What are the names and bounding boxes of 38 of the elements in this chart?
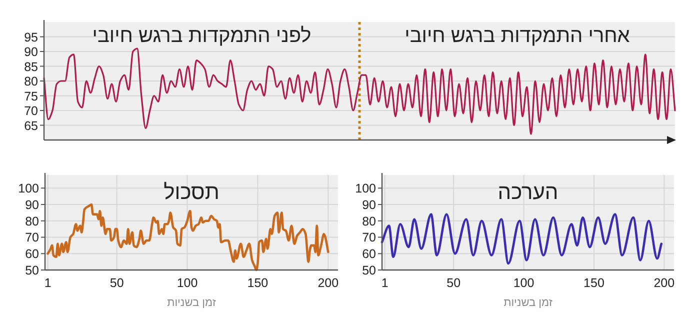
x-axis-title: זמן בשניות	[167, 297, 216, 309]
y-tick-label: 50	[25, 264, 40, 278]
y-tick-label: 70	[25, 230, 40, 245]
y-tick-label: 65	[24, 118, 38, 133]
x-tick-label: 1	[381, 276, 388, 290]
y-tick-label: 100	[18, 182, 40, 196]
x-tick-label: 50	[110, 276, 124, 290]
y-tick-label: 75	[24, 89, 38, 104]
line-series	[46, 203, 330, 272]
y-tick-label: 70	[24, 104, 38, 118]
y-tick-label: 90	[25, 198, 40, 212]
y-tick-label: 50	[362, 264, 376, 278]
x-tick-label: 100	[176, 276, 198, 290]
y-tick-label: 85	[24, 60, 38, 74]
y-tick-label: 95	[24, 30, 38, 44]
y-tick-label: 60	[25, 247, 40, 262]
x-tick-label: 50	[446, 276, 461, 290]
x-tick-label: 150	[247, 276, 268, 290]
annotation: אחרי התמקדות ברגש חיובי	[404, 25, 630, 47]
x-tick-label: 200	[654, 276, 675, 290]
annotation: לפני התמקדות ברגש חיובי	[92, 25, 312, 47]
y-tick-label: 90	[24, 45, 38, 59]
chart-title: הערכה	[498, 181, 558, 204]
y-tick-label: 80	[25, 214, 40, 228]
x-tick-label: 150	[584, 276, 604, 290]
y-tick-label: 80	[24, 74, 38, 88]
chart-title: תסכול	[164, 181, 220, 204]
y-tick-label: 60	[362, 247, 376, 262]
y-tick-label: 100	[355, 182, 376, 196]
x-tick-label: 200	[318, 276, 339, 290]
x-tick-label: 100	[513, 276, 534, 290]
x-axis-title: זמן בשניות	[504, 297, 553, 309]
y-tick-label: 80	[362, 214, 376, 228]
x-tick-label: 1	[44, 276, 52, 290]
y-tick-label: 90	[362, 198, 376, 212]
line-series	[380, 213, 663, 265]
y-tick-label: 70	[362, 230, 376, 245]
line-series	[43, 48, 676, 135]
